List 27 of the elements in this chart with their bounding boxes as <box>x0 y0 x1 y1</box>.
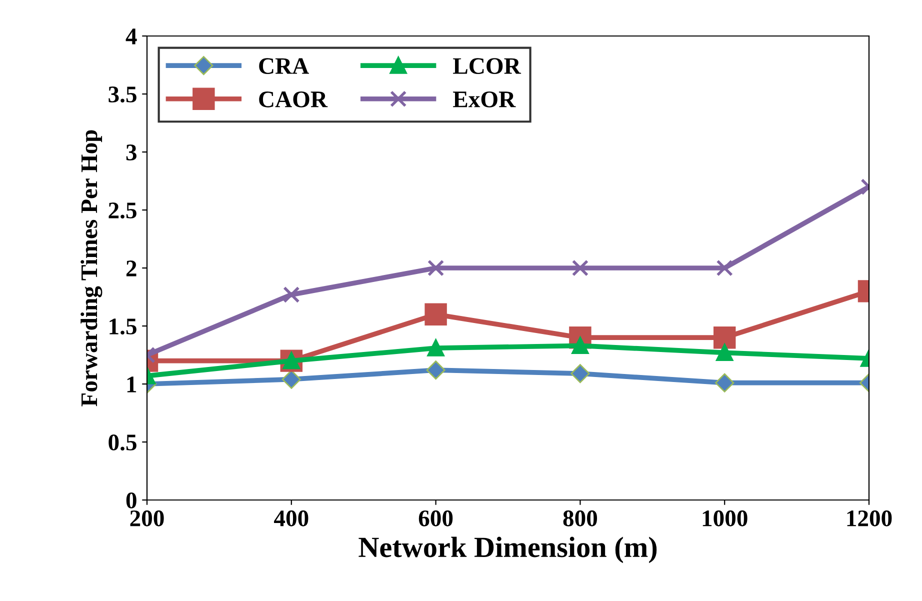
y-tick-label: 2 <box>126 260 136 276</box>
x-tick-label: 1000 <box>702 510 748 526</box>
point <box>426 360 446 380</box>
y-tick-label: 1 <box>127 376 136 392</box>
y-axis-title: Forwarding Times Per Hop <box>80 130 102 406</box>
point <box>427 260 444 276</box>
y-tick-label: 2.5 <box>108 202 136 219</box>
x-tick-label: 400 <box>274 510 308 526</box>
point <box>424 303 447 326</box>
y-tick-label: 1.5 <box>110 318 136 335</box>
point <box>570 364 590 384</box>
point <box>427 340 444 356</box>
legend-label: CAOR <box>259 92 328 108</box>
y-tick-label: 0.5 <box>108 434 136 451</box>
x-tick-label: 800 <box>563 510 598 526</box>
legend-label: CRA <box>259 58 309 74</box>
x-tick-label: 600 <box>418 510 453 526</box>
y-tick-label: 4 <box>126 28 137 44</box>
point <box>572 260 589 276</box>
x-tick-label: 1200 <box>847 510 892 526</box>
x-axis-title: Network Dimension (m) <box>358 536 657 564</box>
legend-label: ExOR <box>453 92 516 108</box>
y-tick-label: 3 <box>126 144 136 160</box>
x-tick-label: 200 <box>130 510 164 526</box>
legend-label: LCOR <box>453 58 522 74</box>
y-tick-label: 3.5 <box>108 86 136 103</box>
y-tick-label: 0 <box>126 492 136 508</box>
